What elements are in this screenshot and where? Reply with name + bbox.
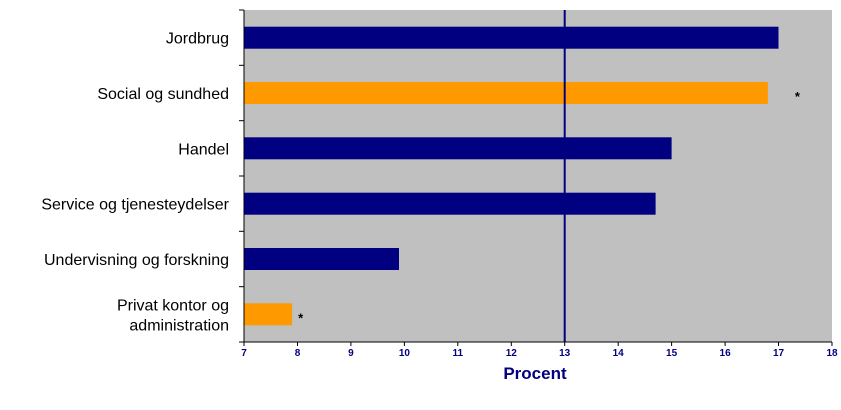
- category-label: Handel: [178, 141, 229, 158]
- x-tick-label: 12: [506, 348, 518, 359]
- x-tick-label: 8: [295, 348, 301, 359]
- bar-annotation: *: [298, 310, 304, 325]
- x-tick-label: 9: [348, 348, 354, 359]
- bar: [244, 82, 768, 104]
- x-tick-label: 10: [399, 348, 411, 359]
- x-tick-label: 14: [613, 348, 625, 359]
- x-tick-label: 13: [559, 348, 571, 359]
- x-axis-title: Procent: [503, 364, 567, 383]
- bar: [244, 303, 293, 326]
- x-tick-label: 15: [666, 348, 678, 359]
- x-tick-label: 7: [241, 348, 247, 359]
- bar: [244, 137, 672, 160]
- x-tick-label: 16: [720, 348, 732, 359]
- category-label: Privat kontor og administration: [117, 297, 229, 334]
- category-label: Service og tjenesteydelser: [41, 197, 229, 214]
- category-label: Jordbrug: [166, 31, 229, 48]
- plot-area: [244, 10, 832, 342]
- x-tick-label: 11: [453, 348, 464, 359]
- x-tick-label: 18: [826, 348, 838, 359]
- bar: [244, 26, 779, 49]
- bar-annotation: *: [795, 89, 801, 104]
- category-label: Social og sundhed: [97, 86, 229, 103]
- bar: [244, 248, 399, 270]
- bar: [244, 192, 656, 215]
- category-label: Undervisning og forskning: [44, 252, 229, 269]
- x-tick-label: 17: [773, 348, 785, 359]
